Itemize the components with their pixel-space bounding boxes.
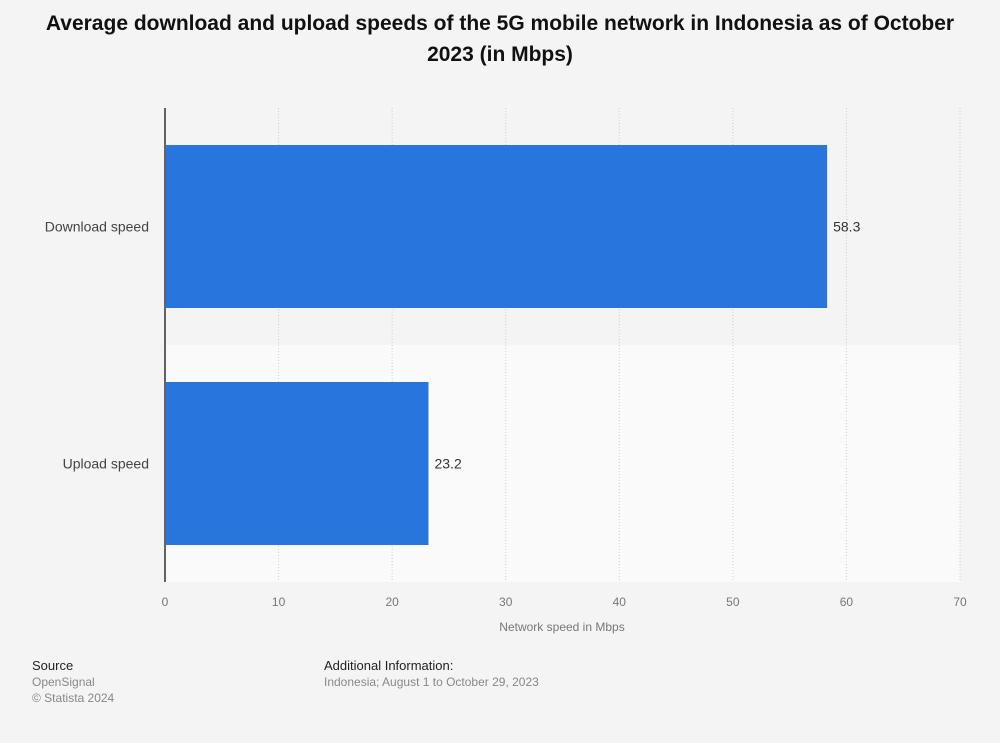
- x-tick-label: 60: [840, 595, 854, 609]
- x-tick-label: 30: [499, 595, 513, 609]
- bar[interactable]: [166, 145, 828, 308]
- data-label: 23.2: [434, 456, 461, 472]
- x-axis-label: Network speed in Mbps: [499, 620, 624, 634]
- additional-info-block: Additional Information: Indonesia; Augus…: [324, 658, 539, 690]
- copyright[interactable]: © Statista 2024: [32, 691, 115, 705]
- bar-chart: 58.3 Download speed 23.2 Upload speed 0 10 20…: [45, 108, 967, 634]
- bar[interactable]: [166, 382, 429, 545]
- x-tick-label: 20: [385, 595, 399, 609]
- info-heading[interactable]: Additional Information:: [324, 658, 454, 673]
- x-tick-label: 40: [613, 595, 627, 609]
- category-label: Upload speed: [63, 456, 149, 472]
- x-tick-label: 70: [953, 595, 967, 609]
- data-label: 58.3: [833, 219, 860, 235]
- category-label: Download speed: [45, 219, 149, 235]
- source-name[interactable]: OpenSignal: [32, 675, 95, 689]
- x-tick-label: 10: [272, 595, 286, 609]
- source-heading: Source: [32, 658, 74, 673]
- chart-title: Average download and upload speeds of th…: [45, 12, 955, 66]
- source-block: Source OpenSignal © Statista 2024: [32, 658, 114, 706]
- info-text: Indonesia; August 1 to October 29, 2023: [324, 675, 539, 689]
- x-tick-label: 0: [162, 595, 169, 609]
- x-tick-label: 50: [726, 595, 740, 609]
